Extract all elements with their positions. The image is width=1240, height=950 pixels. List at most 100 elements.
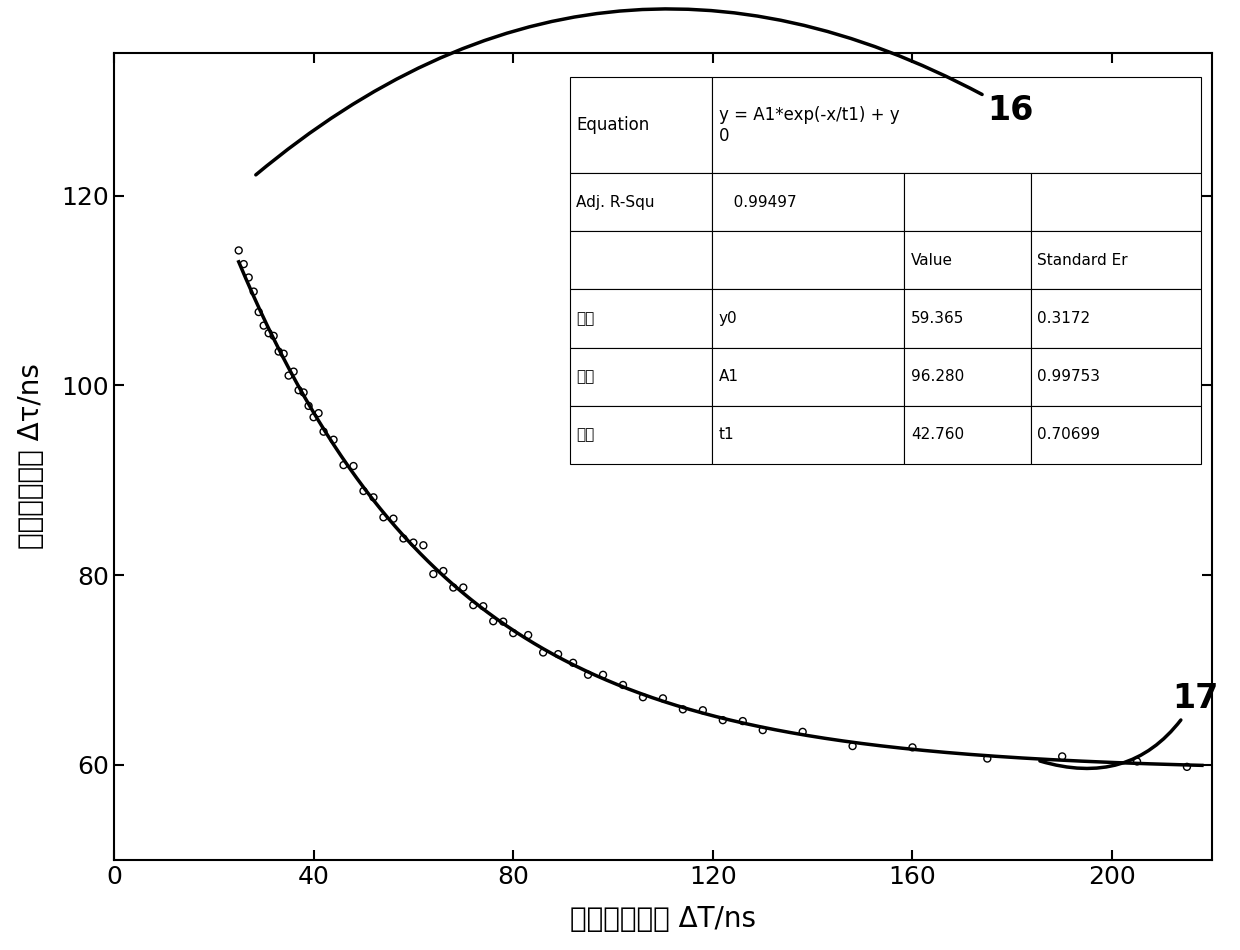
FancyBboxPatch shape — [569, 232, 712, 290]
Point — [234, 256, 254, 272]
Point — [474, 598, 494, 614]
Point — [578, 667, 598, 682]
Point — [444, 580, 464, 595]
Text: Value: Value — [911, 253, 954, 268]
FancyBboxPatch shape — [712, 290, 904, 348]
Point — [713, 712, 733, 728]
Point — [903, 740, 923, 755]
Point — [343, 459, 363, 474]
Text: 59.365: 59.365 — [911, 311, 965, 326]
Point — [843, 738, 863, 753]
Point — [484, 614, 503, 629]
Point — [299, 398, 319, 413]
Text: 16: 16 — [255, 9, 1034, 175]
FancyBboxPatch shape — [1030, 290, 1200, 348]
Point — [249, 304, 269, 319]
Text: y = A1*exp(-x/t1) + y
0: y = A1*exp(-x/t1) + y 0 — [719, 106, 899, 144]
Point — [304, 409, 324, 425]
Point — [284, 364, 304, 379]
Point — [264, 329, 284, 344]
FancyBboxPatch shape — [1030, 232, 1200, 290]
Point — [503, 625, 523, 640]
Point — [289, 383, 309, 398]
Point — [334, 458, 353, 473]
Point — [653, 691, 673, 706]
Point — [423, 566, 443, 581]
Text: Standard Er: Standard Er — [1038, 253, 1128, 268]
FancyBboxPatch shape — [569, 348, 712, 406]
Point — [693, 703, 713, 718]
Point — [383, 511, 403, 526]
Point — [353, 484, 373, 499]
Point — [373, 510, 393, 525]
Text: Equation: Equation — [577, 117, 650, 134]
Point — [294, 385, 314, 400]
Point — [494, 614, 513, 629]
Point — [403, 535, 423, 550]
Point — [533, 645, 553, 660]
FancyBboxPatch shape — [712, 406, 904, 464]
Point — [454, 580, 474, 595]
FancyBboxPatch shape — [904, 406, 1030, 464]
Text: 误差: 误差 — [577, 311, 594, 326]
FancyBboxPatch shape — [569, 78, 712, 173]
Point — [673, 702, 693, 717]
Point — [259, 326, 279, 341]
Text: Adj. R-Squ: Adj. R-Squ — [577, 195, 655, 210]
Point — [393, 531, 413, 546]
Point — [269, 344, 289, 359]
FancyBboxPatch shape — [1030, 173, 1200, 232]
Text: 42.760: 42.760 — [911, 428, 965, 442]
Text: 误差: 误差 — [577, 428, 594, 442]
FancyBboxPatch shape — [712, 173, 904, 232]
Text: 0.3172: 0.3172 — [1038, 311, 1090, 326]
Point — [254, 318, 274, 333]
FancyBboxPatch shape — [712, 348, 904, 406]
Point — [244, 284, 264, 299]
FancyBboxPatch shape — [1030, 348, 1200, 406]
Point — [733, 713, 753, 729]
Point — [309, 406, 329, 421]
Text: 17: 17 — [1040, 682, 1219, 769]
Point — [363, 490, 383, 505]
X-axis label: 接收信号宽度 ΔT/ns: 接收信号宽度 ΔT/ns — [570, 905, 756, 933]
Point — [229, 243, 249, 258]
Text: A1: A1 — [719, 369, 739, 384]
Text: y0: y0 — [719, 311, 738, 326]
Point — [464, 598, 484, 613]
Point — [1127, 754, 1147, 770]
Y-axis label: 时刻鉴别误差 Δτ/ns: 时刻鉴别误差 Δτ/ns — [16, 364, 45, 549]
Text: 0.99497: 0.99497 — [719, 195, 796, 210]
FancyBboxPatch shape — [1030, 406, 1200, 464]
FancyBboxPatch shape — [904, 348, 1030, 406]
FancyBboxPatch shape — [904, 173, 1030, 232]
Point — [548, 647, 568, 662]
Text: 0.70699: 0.70699 — [1038, 428, 1100, 442]
Point — [239, 270, 259, 285]
Point — [753, 723, 773, 738]
Point — [792, 724, 812, 739]
Point — [324, 432, 343, 447]
Point — [1053, 749, 1073, 764]
Point — [434, 563, 454, 579]
FancyBboxPatch shape — [712, 232, 904, 290]
FancyBboxPatch shape — [904, 232, 1030, 290]
Point — [977, 750, 997, 766]
FancyBboxPatch shape — [569, 290, 712, 348]
Text: 0.99753: 0.99753 — [1038, 369, 1100, 384]
Point — [413, 538, 433, 553]
Text: t1: t1 — [719, 428, 734, 442]
Point — [593, 667, 613, 682]
Point — [634, 690, 653, 705]
FancyBboxPatch shape — [712, 78, 1200, 173]
FancyBboxPatch shape — [569, 406, 712, 464]
Text: 96.280: 96.280 — [911, 369, 965, 384]
Point — [279, 368, 299, 383]
Point — [314, 424, 334, 439]
Point — [1177, 759, 1197, 774]
Point — [613, 677, 632, 693]
Point — [274, 346, 294, 361]
Text: 误差: 误差 — [577, 369, 594, 384]
FancyBboxPatch shape — [904, 290, 1030, 348]
Point — [518, 627, 538, 642]
